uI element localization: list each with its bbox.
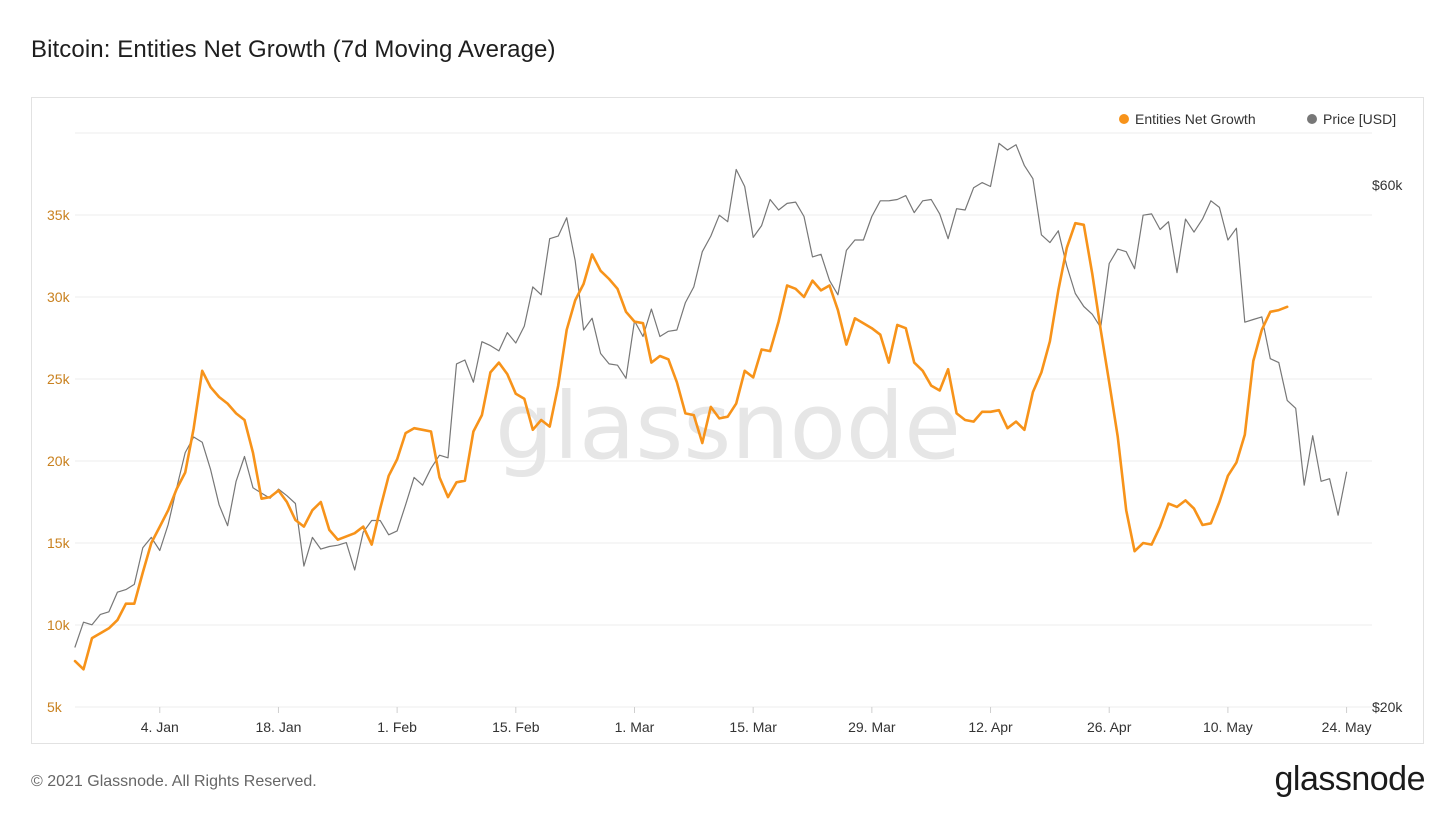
x-tick-label: 1. Mar (615, 719, 655, 735)
legend-dot-icon (1119, 114, 1129, 124)
legend-dot-icon (1307, 114, 1317, 124)
y-left-tick-label: 5k (47, 699, 63, 715)
y-right-tick-label: $20k (1372, 699, 1403, 715)
y-left-tick-label: 35k (47, 207, 71, 223)
x-tick-label: 24. May (1322, 719, 1372, 735)
page-title: Bitcoin: Entities Net Growth (7d Moving … (31, 36, 556, 63)
legend-item-entities-net-growth[interactable]: Entities Net Growth (1119, 111, 1256, 127)
legend-label: Entities Net Growth (1135, 111, 1256, 127)
x-tick-label: 18. Jan (255, 719, 301, 735)
glassnode-logo[interactable]: glassnode (1274, 760, 1425, 798)
copyright-text: © 2021 Glassnode. All Rights Reserved. (31, 773, 317, 790)
x-axis: 4. Jan 18. Jan 1. Feb 15. Feb 1. Mar 15. Mar 2… (141, 707, 1372, 735)
y-axis-left: 5k 10k 15k 20k 25k 30k 35k (47, 207, 71, 715)
x-tick-label: 1. Feb (377, 719, 417, 735)
x-tick-label: 26. Apr (1087, 719, 1132, 735)
y-left-tick-label: 25k (47, 371, 71, 387)
series-line-entities-net-growth[interactable] (73, 221, 1289, 671)
grid-lines (75, 132, 1372, 708)
legend-label: Price [USD] (1323, 111, 1397, 127)
y-left-tick-label: 20k (47, 453, 71, 469)
legend-item-price-usd[interactable]: Price [USD] (1307, 111, 1396, 127)
x-tick-label: 10. May (1203, 719, 1253, 735)
x-tick-label: 15. Feb (492, 719, 540, 735)
series-lines (73, 142, 1348, 671)
y-axis-right: $20k $60k (1372, 177, 1403, 715)
y-right-tick-label: $60k (1372, 177, 1403, 193)
y-left-tick-label: 15k (47, 535, 71, 551)
series-line-price-usd[interactable] (74, 142, 1348, 648)
chart-frame (31, 97, 1424, 744)
x-tick-label: 29. Mar (848, 719, 896, 735)
x-tick-label: 4. Jan (141, 719, 179, 735)
y-left-tick-label: 30k (47, 289, 71, 305)
x-tick-label: 12. Apr (968, 719, 1013, 735)
watermark: glassnode (495, 373, 961, 480)
y-left-tick-label: 10k (47, 617, 71, 633)
x-tick-label: 15. Mar (729, 719, 777, 735)
